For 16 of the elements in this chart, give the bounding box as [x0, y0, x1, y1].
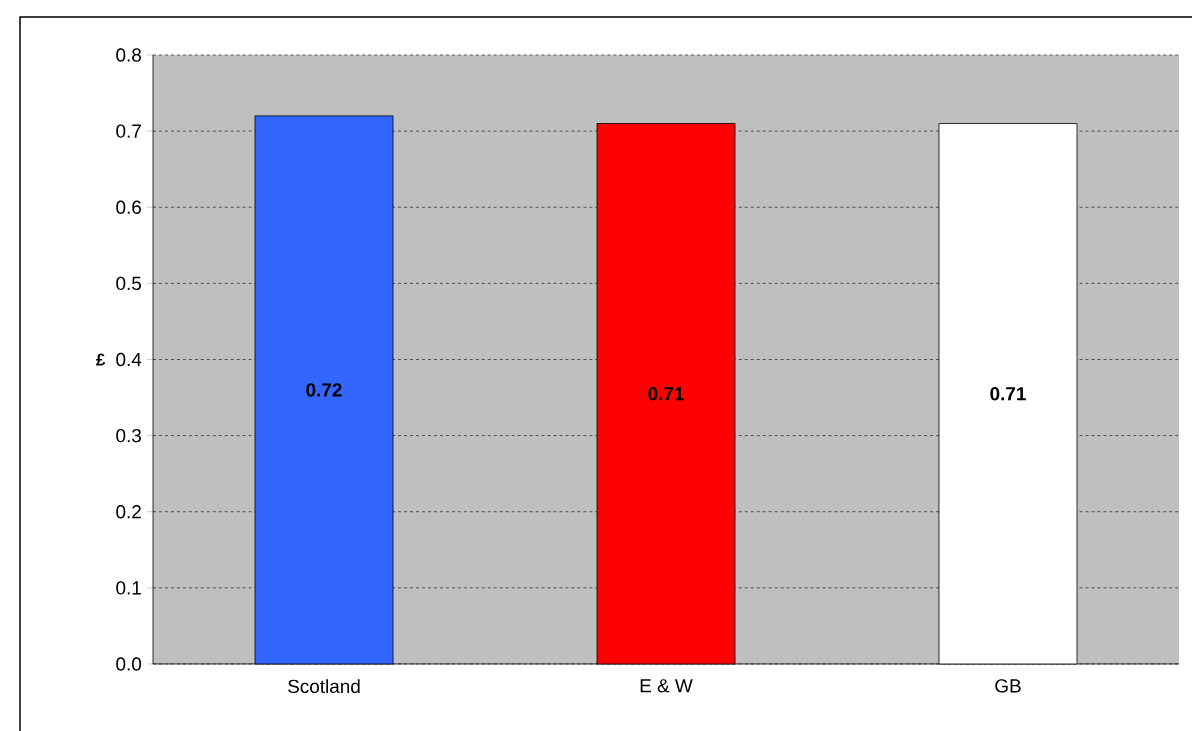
data-label: 0.72	[306, 383, 342, 397]
y-tick-label: 0.3	[116, 428, 141, 443]
data-label: 0.71	[648, 387, 684, 401]
y-tick-label: 0.7	[116, 124, 141, 138]
y-tick-label: 0.6	[116, 200, 141, 214]
y-tick-label: 0.8	[116, 48, 141, 62]
y-axis-title: £	[96, 353, 106, 366]
y-tick-label: 0.2	[116, 505, 141, 519]
x-tick-label: Scotland	[288, 679, 360, 694]
y-tick-label: 0.5	[116, 276, 142, 291]
x-tick-label: GB	[995, 679, 1021, 693]
data-label: 0.71	[990, 387, 1026, 401]
y-tick-label: 0.0	[116, 657, 142, 671]
y-tick-label: 0.1	[116, 581, 141, 595]
y-tick-label: 0.4	[116, 352, 142, 367]
x-tick-label: E & W	[640, 679, 693, 693]
